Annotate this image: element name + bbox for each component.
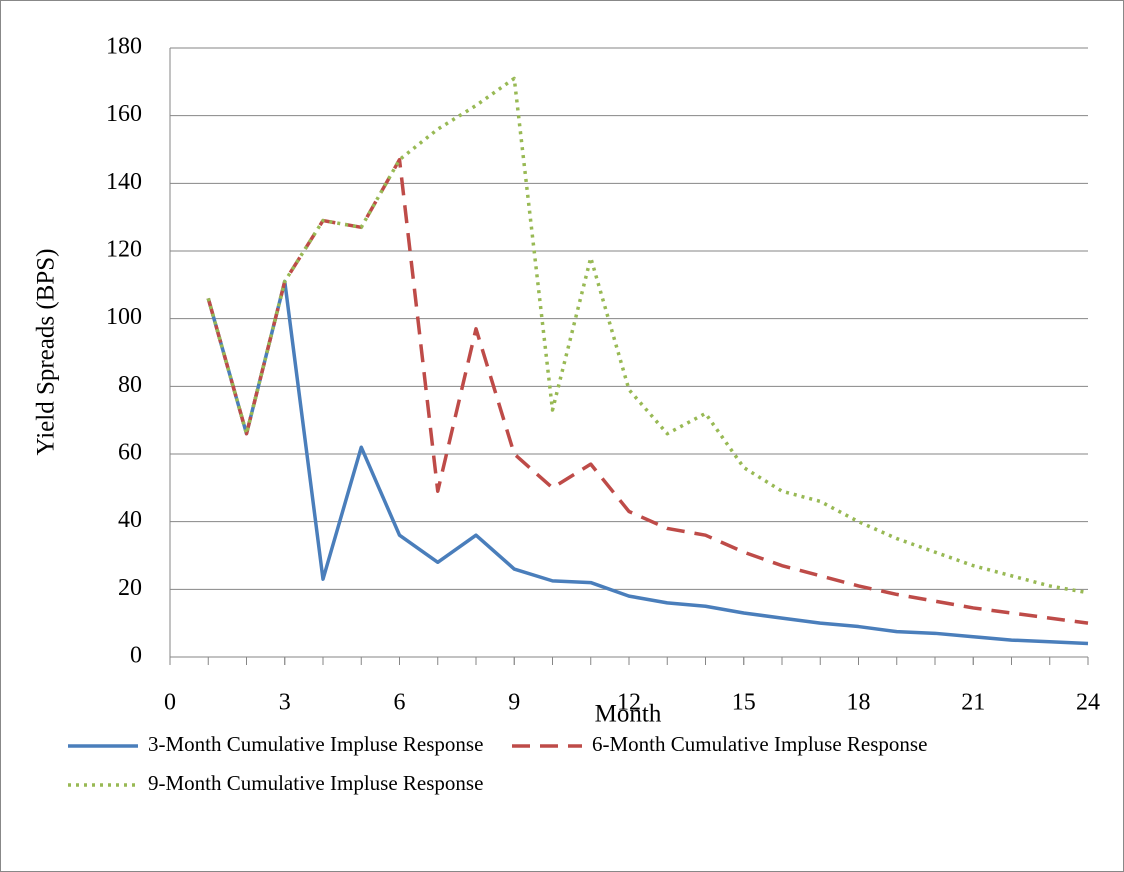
y-tick-label: 20 [118, 575, 142, 601]
x-axis-title: Month [595, 701, 662, 728]
x-tick-label: 21 [961, 690, 985, 716]
series-line [206, 76, 1089, 595]
y-tick-label: 80 [118, 372, 142, 398]
series-line [206, 279, 1089, 646]
y-tick-label: 120 [106, 237, 142, 263]
x-tick-label: 24 [1076, 690, 1100, 716]
x-tick-label: 0 [164, 690, 176, 716]
y-axis-title: Yield Spreads (BPS) [33, 249, 60, 456]
y-tick-label: 180 [106, 34, 142, 60]
x-tick-label: 9 [508, 690, 520, 716]
legend-label: 6-Month Cumulative Impluse Response [592, 732, 927, 756]
x-tick-label: 18 [847, 690, 871, 716]
x-tick-label: 3 [279, 690, 291, 716]
y-tick-label: 100 [106, 304, 142, 330]
legend-label: 9-Month Cumulative Impluse Response [148, 771, 483, 795]
y-tick-label: 40 [118, 507, 142, 533]
x-tick-label: 6 [394, 690, 406, 716]
y-tick-label: 0 [130, 643, 142, 669]
legend-label: 3-Month Cumulative Impluse Response [148, 732, 483, 756]
y-tick-label: 140 [106, 169, 142, 195]
x-tick-label: 15 [732, 690, 756, 716]
x-tick-label: 12 [617, 690, 641, 716]
y-tick-label: 160 [106, 101, 142, 127]
y-tick-label: 60 [118, 440, 142, 466]
